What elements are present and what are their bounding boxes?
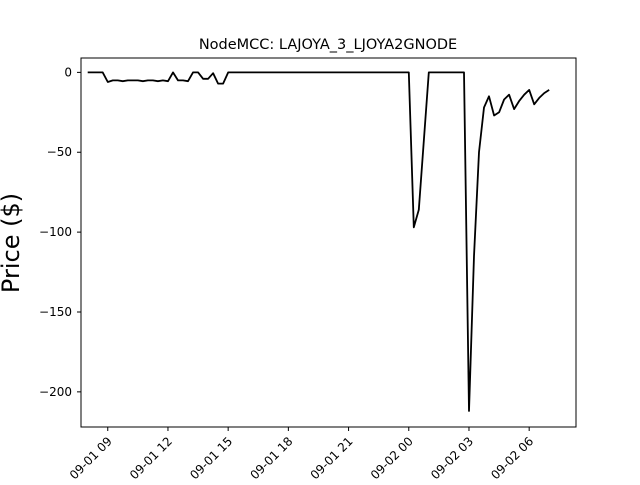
y-axis-ticks: 0 −50 −100 −150 −200	[39, 65, 81, 399]
y-tick-label: −200	[39, 385, 72, 399]
x-tick-label: 09-02 03	[428, 434, 476, 480]
axes-frame	[80, 57, 577, 428]
plot-area-border	[80, 57, 577, 428]
x-tick-label: 09-01 12	[127, 434, 175, 480]
series-layer	[87, 71, 550, 412]
y-tick-label: −150	[39, 305, 72, 319]
x-tick-label: 09-01 18	[247, 434, 295, 480]
y-axis-label: Price ($)	[0, 193, 25, 293]
x-tick-label: 09-02 06	[488, 434, 536, 480]
y-tick-label: −100	[39, 225, 72, 239]
y-tick-label: −50	[47, 145, 72, 159]
x-tick-label: 09-01 15	[187, 434, 235, 480]
series-line	[87, 71, 550, 412]
x-tick-label: 09-01 21	[308, 434, 356, 480]
x-tick-label: 09-02 00	[368, 434, 416, 480]
x-axis-ticks: 09-01 09 09-01 12 09-01 15 09-01 18 09-01 21…	[67, 427, 536, 482]
y-tick-label: 0	[64, 65, 72, 79]
x-tick-label: 09-01 09	[67, 434, 115, 480]
chart-title: NodeMCC: LAJOYA_3_LJOYA2GNODE	[199, 37, 457, 53]
